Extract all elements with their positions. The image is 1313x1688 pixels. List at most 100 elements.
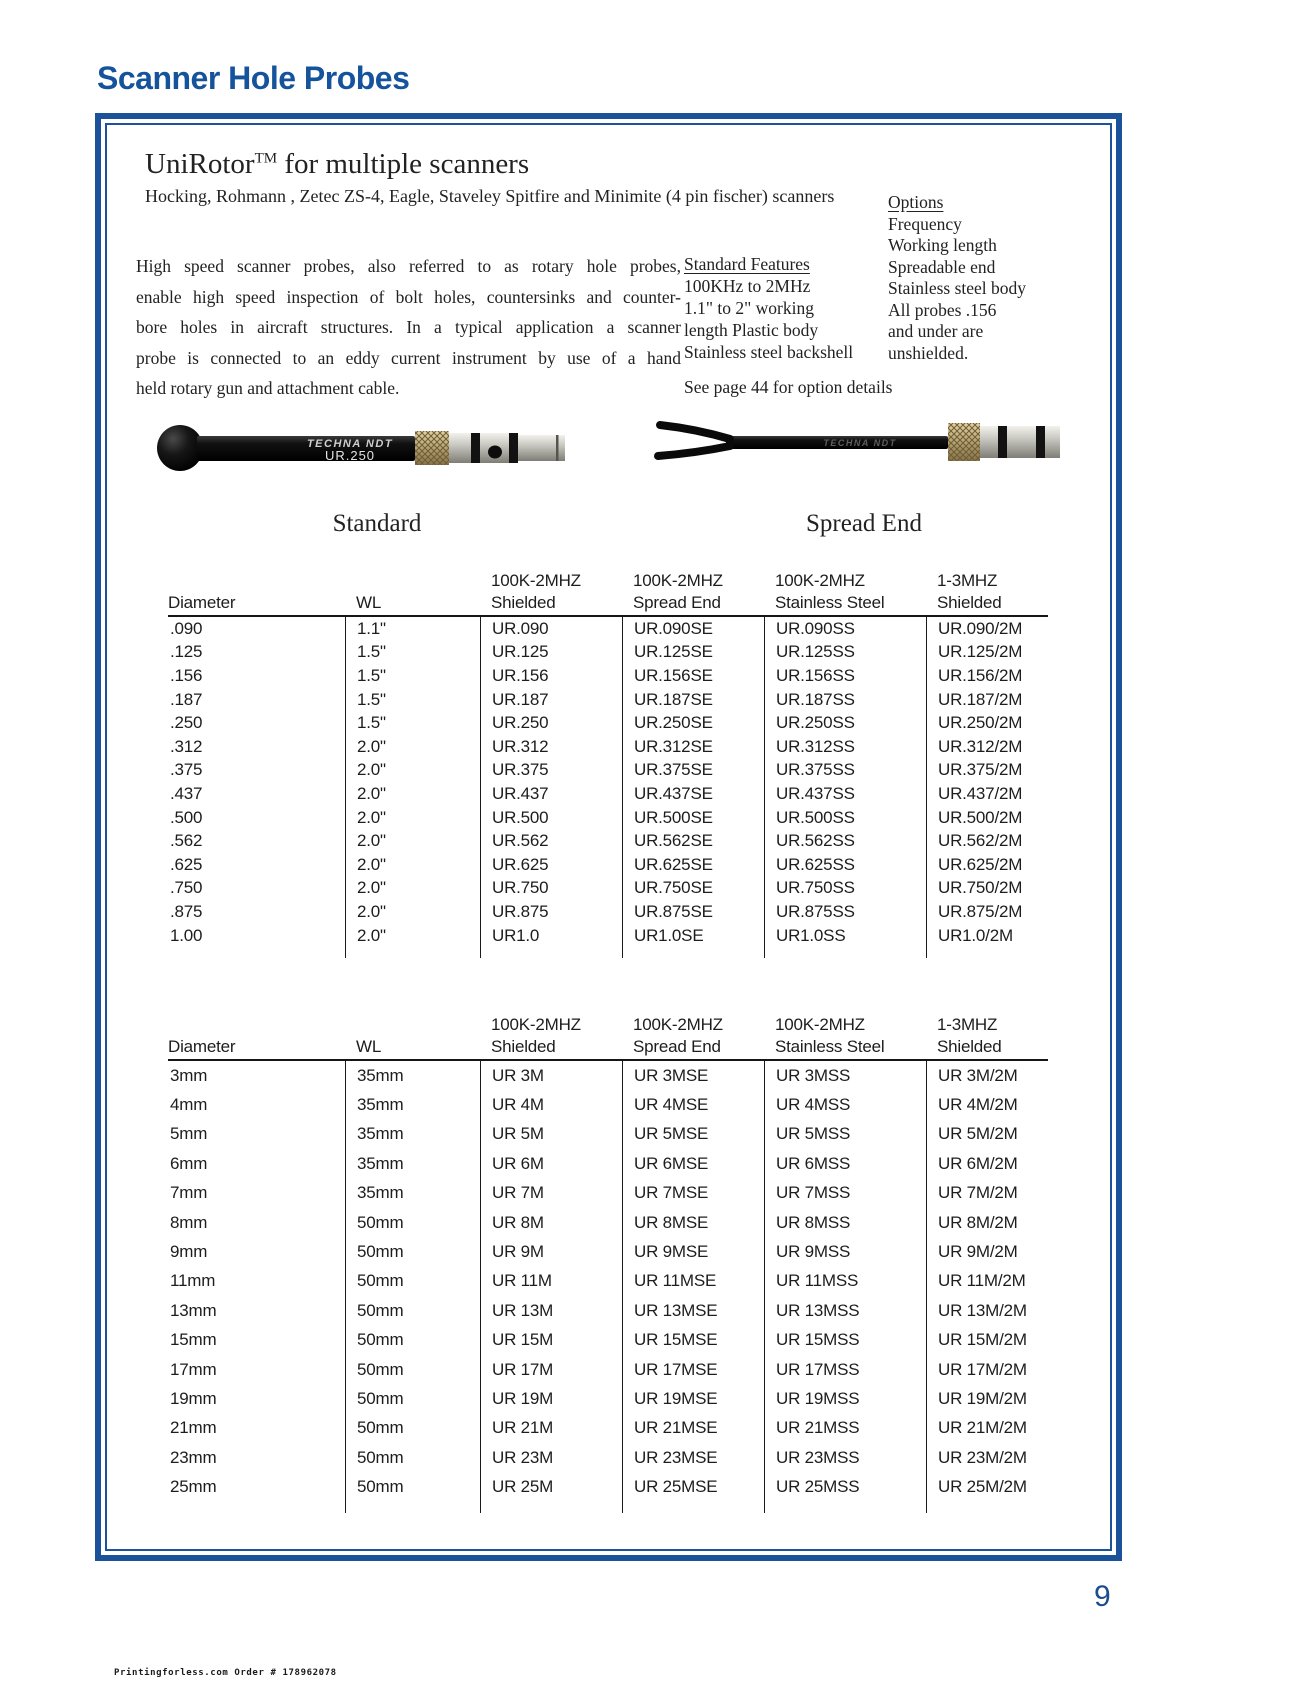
table-cell: UR 25M <box>480 1472 622 1502</box>
table-cell: UR 5M/2M <box>926 1119 1100 1150</box>
table-cell: 50mm <box>345 1472 480 1502</box>
column-header-frequency: 1-3MHZ <box>937 571 998 590</box>
options-line: All probes .156 <box>888 299 997 320</box>
column-header-frequency: 100K-2MHZ <box>633 571 723 590</box>
table-cell: 35mm <box>345 1149 480 1179</box>
table-cell: 23mm <box>170 1447 217 1467</box>
probe-brand-label: TECHNA NDT <box>307 438 393 450</box>
table-cell: UR.312SE <box>622 734 764 759</box>
compatibility-line: Hocking, Rohmann , Zetec ZS-4, Eagle, St… <box>145 186 835 206</box>
table-cell: UR.090SE <box>622 617 764 641</box>
end-cap-groove <box>556 435 559 461</box>
table-cell: UR 6M <box>480 1149 622 1179</box>
connector-ring <box>1036 426 1045 458</box>
table-cell: UR1.0SS <box>764 923 926 948</box>
description-line: probe is connected to an eddy current in… <box>136 347 681 368</box>
column-header-frequency <box>168 570 345 592</box>
table-cell: .750 <box>170 878 203 898</box>
table-body: 3mm 35mm UR 3M UR 3MSE UR 3MSS UR 3M/2M 4mm 35m… <box>168 1061 1108 1513</box>
product-heading: UniRotorTM for multiple scanners <box>145 148 529 181</box>
table-cell: 25mm <box>170 1477 217 1497</box>
table-cell: UR 13M <box>480 1296 622 1326</box>
table-cell: UR.125/2M <box>926 640 1100 665</box>
table-cell: UR 8M <box>480 1207 622 1238</box>
table-cell: UR.187SE <box>622 687 764 712</box>
size-table-metric: 100K-2MHZ 100K-2MHZ 100K-2MHZ 1-3MHZ Diamete… <box>168 1014 1108 1513</box>
table-cell: UR 6M/2M <box>926 1149 1100 1179</box>
table-cell: UR 19MSS <box>764 1384 926 1414</box>
table-cell: UR 3M <box>480 1061 622 1091</box>
grid-line-extension <box>622 947 764 959</box>
table-cell: UR 15M <box>480 1325 622 1355</box>
table-cell: UR 17MSE <box>622 1354 764 1385</box>
table-cell: 1.1" <box>345 617 480 641</box>
grid-line-extension <box>480 1501 622 1513</box>
column-header-frequency: 100K-2MHZ <box>491 1015 581 1034</box>
table-cell: .312 <box>170 736 203 756</box>
description-line: enable high speed inspection of bolt hol… <box>136 286 681 307</box>
table-cell: .625 <box>170 854 203 874</box>
table-cell: UR 7M <box>480 1178 622 1208</box>
options-line: unshielded. <box>888 342 969 363</box>
column-header: Diameter <box>168 1037 236 1056</box>
table-cell: UR 23M/2M <box>926 1443 1100 1473</box>
table-cell: UR.500SE <box>622 805 764 830</box>
trademark-symbol: TM <box>254 150 278 167</box>
table-cell: UR 8MSS <box>764 1207 926 1238</box>
table-cell: UR.750SE <box>622 876 764 901</box>
column-header-frequency <box>168 1014 345 1036</box>
table-cell: UR 21M/2M <box>926 1413 1100 1444</box>
description-line: bore holes in aircraft structures. In a … <box>136 317 681 337</box>
table-cell: UR 11MSS <box>764 1266 926 1297</box>
table-cell: UR.250SS <box>764 711 926 735</box>
table-cell: UR 3MSE <box>622 1061 764 1091</box>
table-cell: 13mm <box>170 1300 217 1320</box>
table-cell: 50mm <box>345 1237 480 1267</box>
table-cell: 19mm <box>170 1388 217 1408</box>
probe-brand-label: TECHNA NDT <box>823 438 896 448</box>
page-number: 9 <box>1094 1580 1111 1613</box>
column-header-frequency <box>345 1014 480 1036</box>
table-cell: UR1.0SE <box>622 923 764 948</box>
table-cell: .500 <box>170 807 203 827</box>
table-cell: UR.500/2M <box>926 805 1100 830</box>
table-cell: UR.187 <box>480 687 622 712</box>
table-cell: 50mm <box>345 1325 480 1355</box>
table-cell: UR.750SS <box>764 876 926 901</box>
standard-probe-photo: TECHNA NDT UR.250 <box>157 425 565 471</box>
table-cell: 35mm <box>345 1061 480 1091</box>
table-cell: 1.00 <box>170 925 203 945</box>
description-line: held rotary gun and attachment cable. <box>136 378 400 398</box>
table-cell: UR.875SS <box>764 900 926 924</box>
table-cell: UR 4M/2M <box>926 1090 1100 1120</box>
table-cell: UR.500SS <box>764 805 926 830</box>
table-cell: 35mm <box>345 1119 480 1150</box>
table-cell: UR.187/2M <box>926 687 1100 712</box>
caption-standard: Standard <box>332 510 422 537</box>
table-cell: 50mm <box>345 1296 480 1326</box>
table-cell: 1.5" <box>345 687 480 712</box>
options-line: Frequency <box>888 213 962 234</box>
table-cell: UR 7MSS <box>764 1178 926 1208</box>
table-cell: UR.625SE <box>622 852 764 877</box>
connector-ring <box>471 433 480 463</box>
table-cell: UR 15M/2M <box>926 1325 1100 1355</box>
page-note: See page 44 for option details <box>684 377 893 397</box>
table-cell: UR.250/2M <box>926 711 1100 735</box>
table-cell: UR 15MSE <box>622 1325 764 1355</box>
table-cell: UR.562 <box>480 829 622 853</box>
table-cell: UR.500 <box>480 805 622 830</box>
spread-prong-top <box>656 421 734 443</box>
table-cell: UR.250 <box>480 711 622 735</box>
table-cell: UR.437SE <box>622 782 764 806</box>
table-cell: 15mm <box>170 1330 217 1350</box>
table-cell: UR.125SS <box>764 640 926 665</box>
probe-black-body <box>726 436 948 449</box>
table-cell: 1.5" <box>345 711 480 735</box>
column-header: WL <box>356 1037 382 1056</box>
table-cell: UR 9MSS <box>764 1237 926 1267</box>
table-cell: UR.875/2M <box>926 900 1100 924</box>
table-cell: UR 8M/2M <box>926 1207 1100 1238</box>
column-header: Shielded <box>937 1037 1002 1056</box>
